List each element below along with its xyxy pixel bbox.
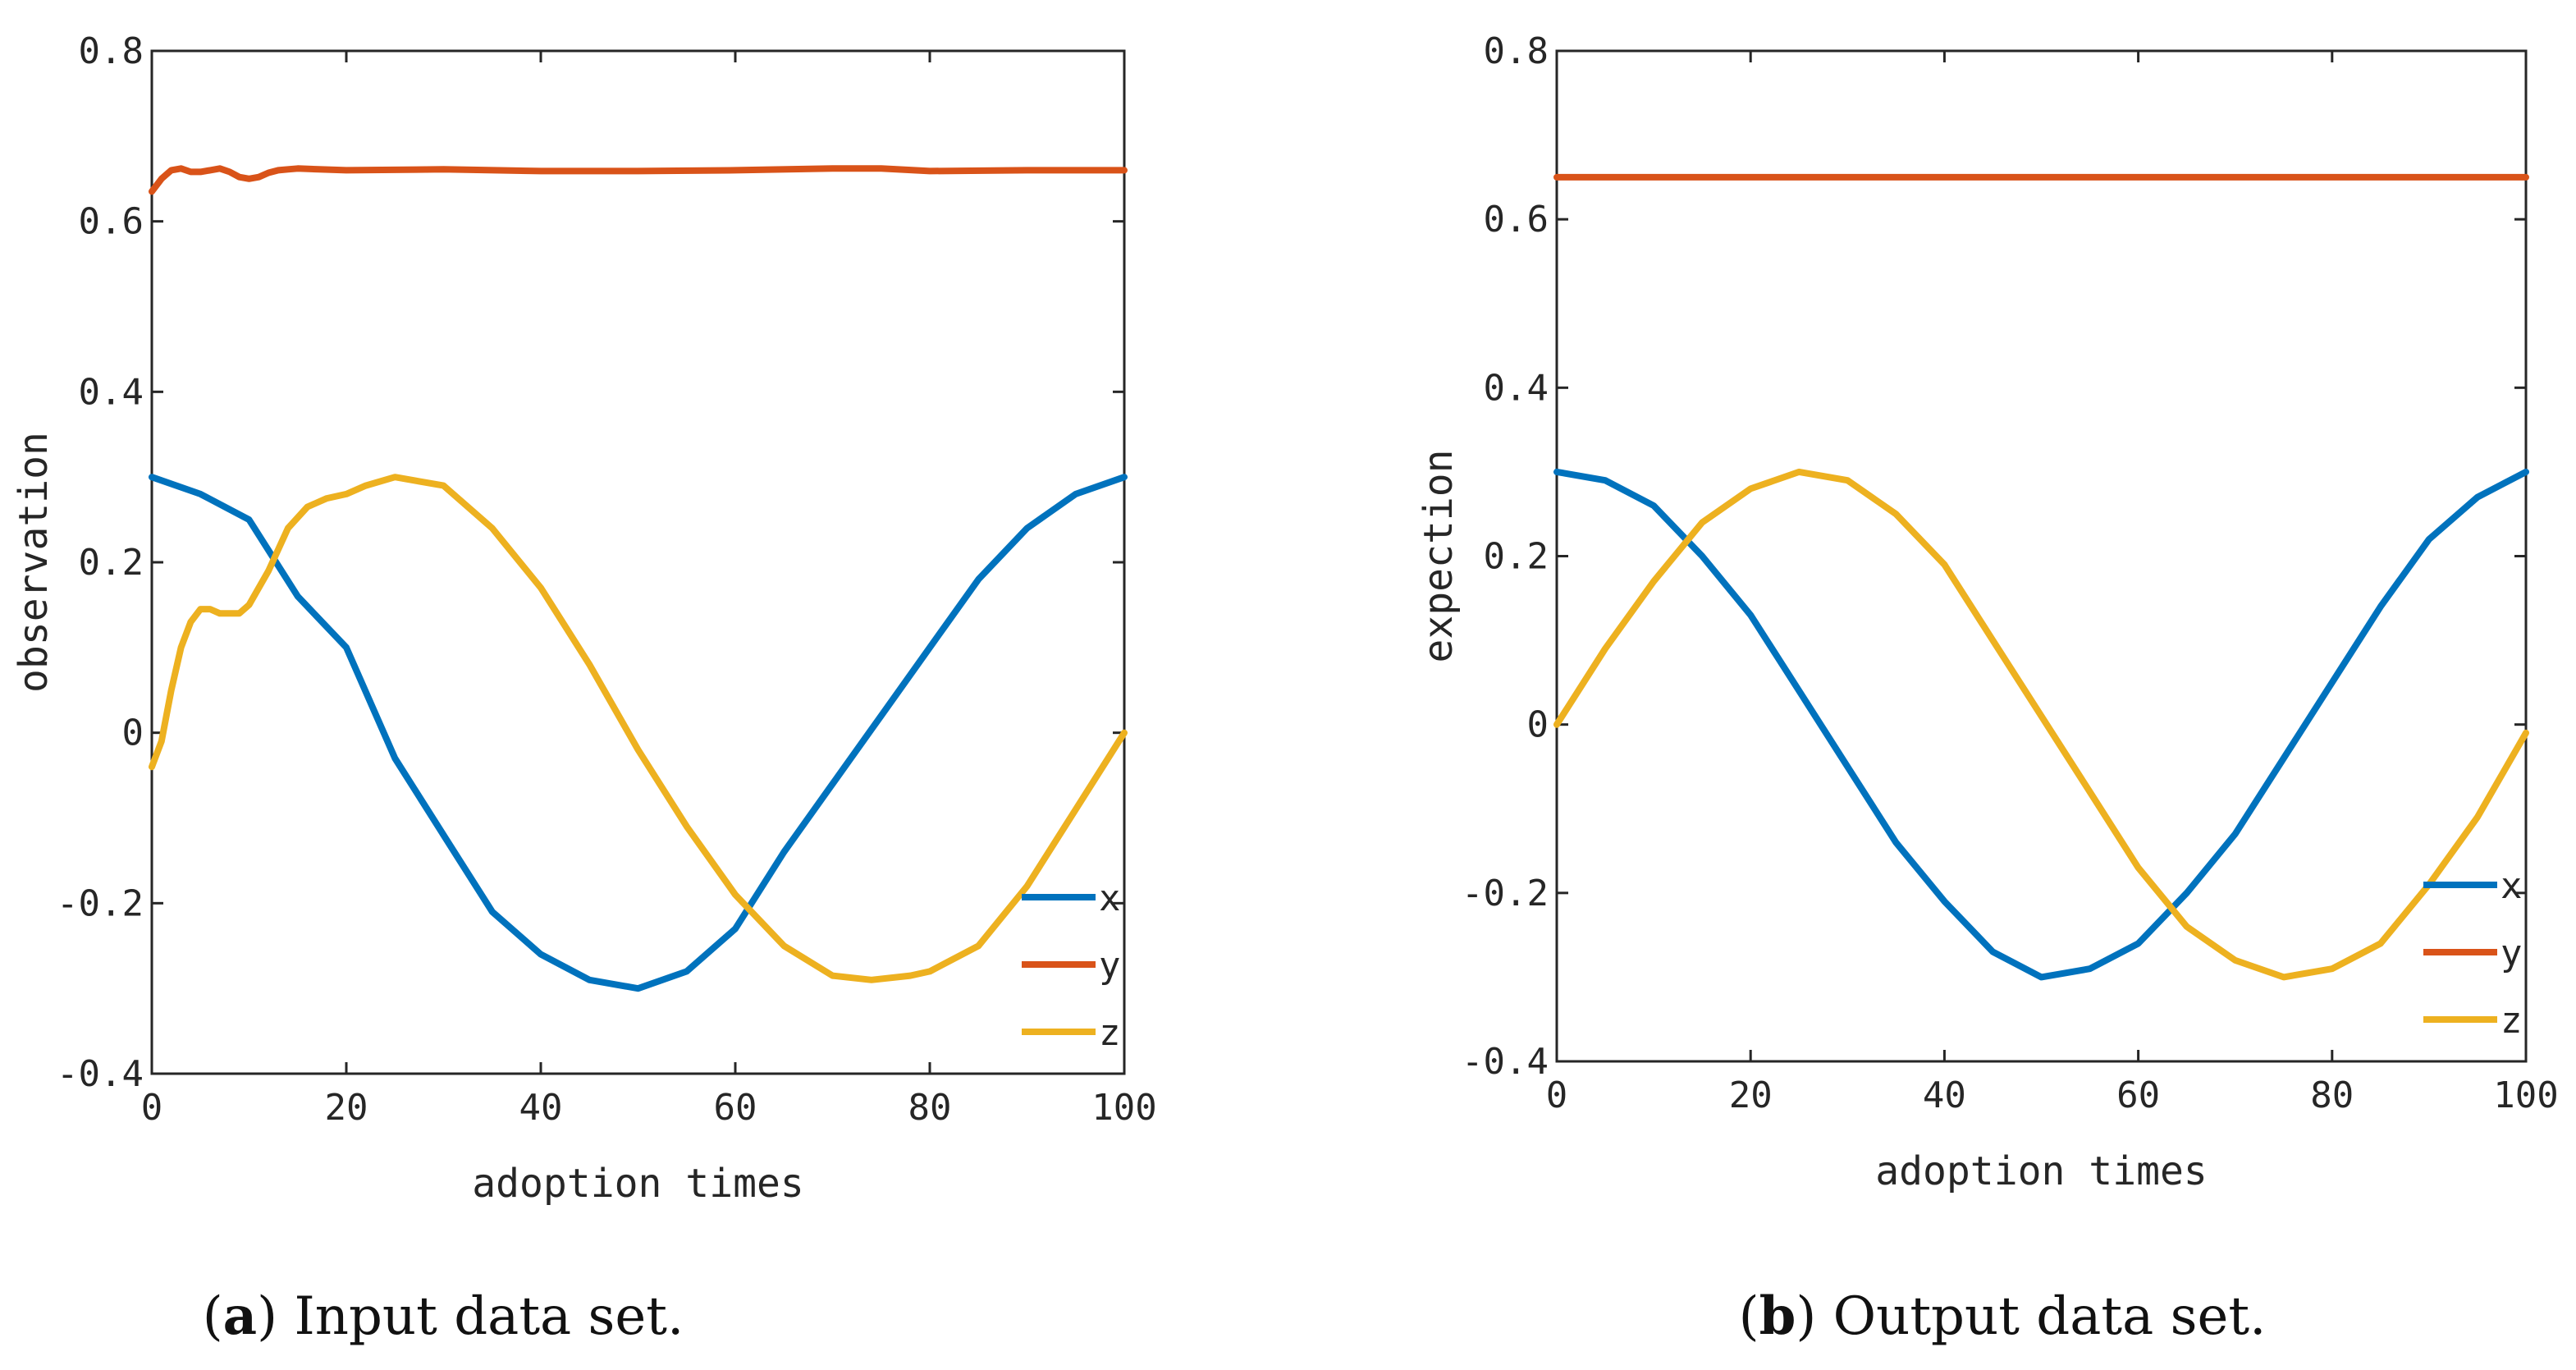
y-axis-title: observation [11,432,57,693]
y-tick-label: 0.4 [79,371,144,413]
y-tick-label: 0 [1527,704,1549,746]
legend-z-label: z [2501,1000,2523,1042]
plot-frame [150,49,1126,1075]
y-tick-label: -0.4 [1462,1041,1549,1083]
x-axis-title: adoption times [1875,1148,2208,1194]
x-tick-label: 0 [1546,1074,1568,1116]
legend-x-label: x [1099,877,1121,919]
y-axis-title: expection [1416,449,1462,662]
y-tick-label: -0.2 [1462,873,1549,914]
y-tick-label: 0.2 [79,542,144,584]
x-tick-label: 20 [1729,1074,1773,1116]
x-axis-title: adoption times [472,1161,804,1207]
y-tick-label: 0.6 [79,201,144,243]
y-tick-label: 0 [122,712,144,754]
y-tick-label: 0.8 [1484,30,1549,72]
y-tick-label: 0.6 [1484,199,1549,241]
x-tick-label: 80 [2310,1074,2354,1116]
x-tick-label: 60 [2116,1074,2160,1116]
y-tick-label: 0.4 [1484,367,1549,409]
caption-a: (a) Input data set. [203,1285,684,1347]
series-z-line [149,474,1128,983]
x-tick-label: 100 [2493,1074,2558,1116]
caption-b: (b) Output data set. [1739,1285,2267,1347]
x-tick-label: 60 [714,1087,757,1129]
y-tick-label: 0.8 [79,30,144,72]
panel-b-chart: 0 20 40 60 80 100 0.8 0.6 0.4 0.2 0 -0.2 -0.4 adoptio… [1416,30,2559,1194]
y-tick-label: -0.4 [57,1053,144,1095]
x-tick-label: 40 [519,1087,563,1129]
series-x-line [149,474,1128,992]
legend-x-label: x [2501,865,2523,907]
series-x-line [1553,468,2529,981]
legend-z-label: z [1099,1012,1121,1054]
legend-y-label: y [2501,932,2523,974]
y-tick-label: -0.2 [57,882,144,924]
x-tick-label: 100 [1091,1087,1156,1129]
x-tick-label: 40 [1923,1074,1966,1116]
x-tick-label: 0 [141,1087,163,1129]
caption-a-label: a [223,1285,257,1347]
legend-y-label: y [1099,945,1121,987]
x-tick-label: 20 [325,1087,368,1129]
panel-a-chart: 0 20 40 60 80 100 0.8 0.6 0.4 0.2 0 -0.2 -0.4 adoptio… [11,30,1157,1207]
caption-a-text: Input data set. [294,1286,684,1347]
y-tick-label: 0.2 [1484,536,1549,578]
series-y-line [149,165,1128,195]
caption-b-text: Output data set. [1833,1286,2267,1347]
series-z-line [1553,468,2529,981]
caption-b-label: b [1759,1285,1796,1347]
x-tick-label: 80 [908,1087,952,1129]
